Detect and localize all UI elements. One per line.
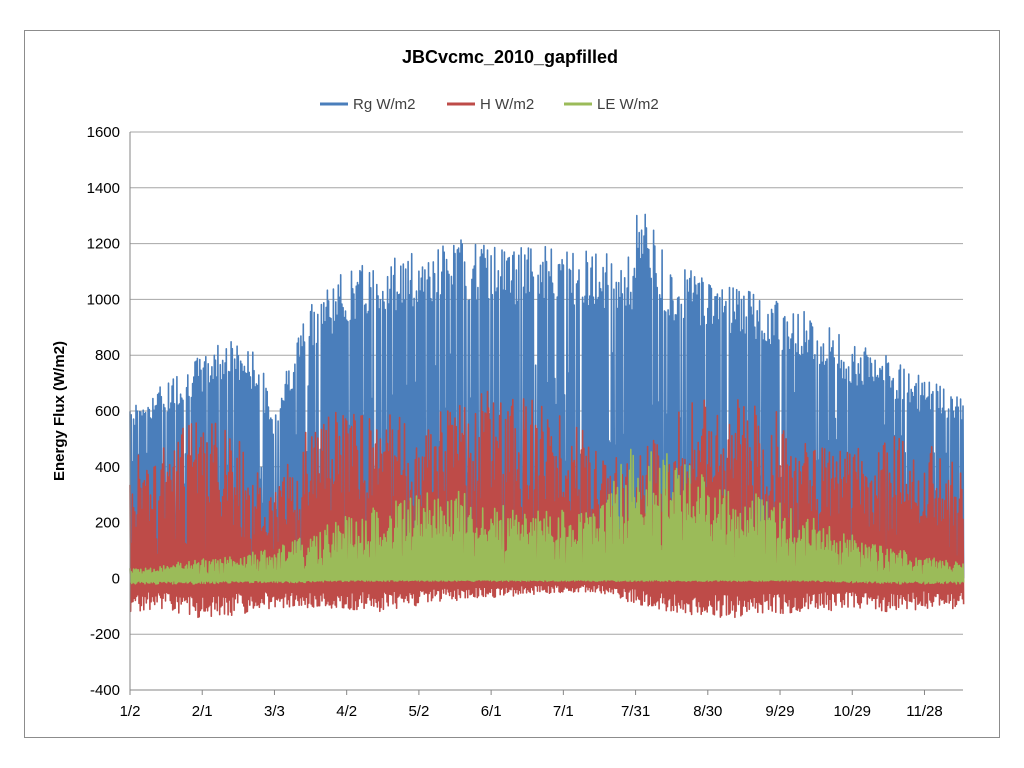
y-tick-label: 200 — [95, 515, 120, 532]
x-tick-label: 7/1 — [553, 703, 574, 720]
y-tick-label: 1600 — [87, 124, 120, 141]
y-tick-label: -400 — [90, 682, 120, 699]
y-tick-label: 600 — [95, 403, 120, 420]
x-tick-label: 1/2 — [120, 703, 141, 720]
x-tick-label: 5/2 — [408, 703, 429, 720]
y-tick-label: 1400 — [87, 180, 120, 197]
x-tick-label: 2/1 — [192, 703, 213, 720]
legend-label: H W/m2 — [480, 96, 534, 113]
x-tick-label: 9/29 — [765, 703, 794, 720]
legend-label: LE W/m2 — [597, 96, 659, 113]
legend-label: Rg W/m2 — [353, 96, 416, 113]
y-tick-label: 1000 — [87, 291, 120, 308]
y-tick-label: 400 — [95, 459, 120, 476]
y-axis-title: Energy Flux (W/m2) — [51, 341, 68, 481]
legend: Rg W/m2 H W/m2 LE W/m2 — [320, 96, 659, 113]
x-tick-labels: 1/2 2/1 3/3 4/2 5/2 6/1 7/1 7/31 8/30 9/29 10/29 11… — [120, 703, 943, 720]
series-line — [129, 448, 965, 585]
y-tick-label: 0 — [112, 570, 120, 587]
plot-series — [129, 213, 965, 619]
y-tick-label: -200 — [90, 626, 120, 643]
x-tick-label: 7/31 — [621, 703, 650, 720]
x-tick-label: 10/29 — [833, 703, 871, 720]
x-tick-label: 4/2 — [336, 703, 357, 720]
series-le — [129, 448, 965, 585]
x-tick-label: 6/1 — [481, 703, 502, 720]
x-tick-label: 11/28 — [906, 703, 942, 720]
y-tick-label: 800 — [95, 347, 120, 364]
chart-title: JBCvcmc_2010_gapfilled — [402, 47, 618, 67]
y-tick-label: 1200 — [87, 236, 120, 253]
axes — [129, 132, 963, 695]
x-tick-label: 3/3 — [264, 703, 285, 720]
x-tick-label: 8/30 — [693, 703, 722, 720]
y-tick-labels: -400 -200 0 200 400 600 800 1000 1200 1400 1600 — [87, 124, 120, 699]
